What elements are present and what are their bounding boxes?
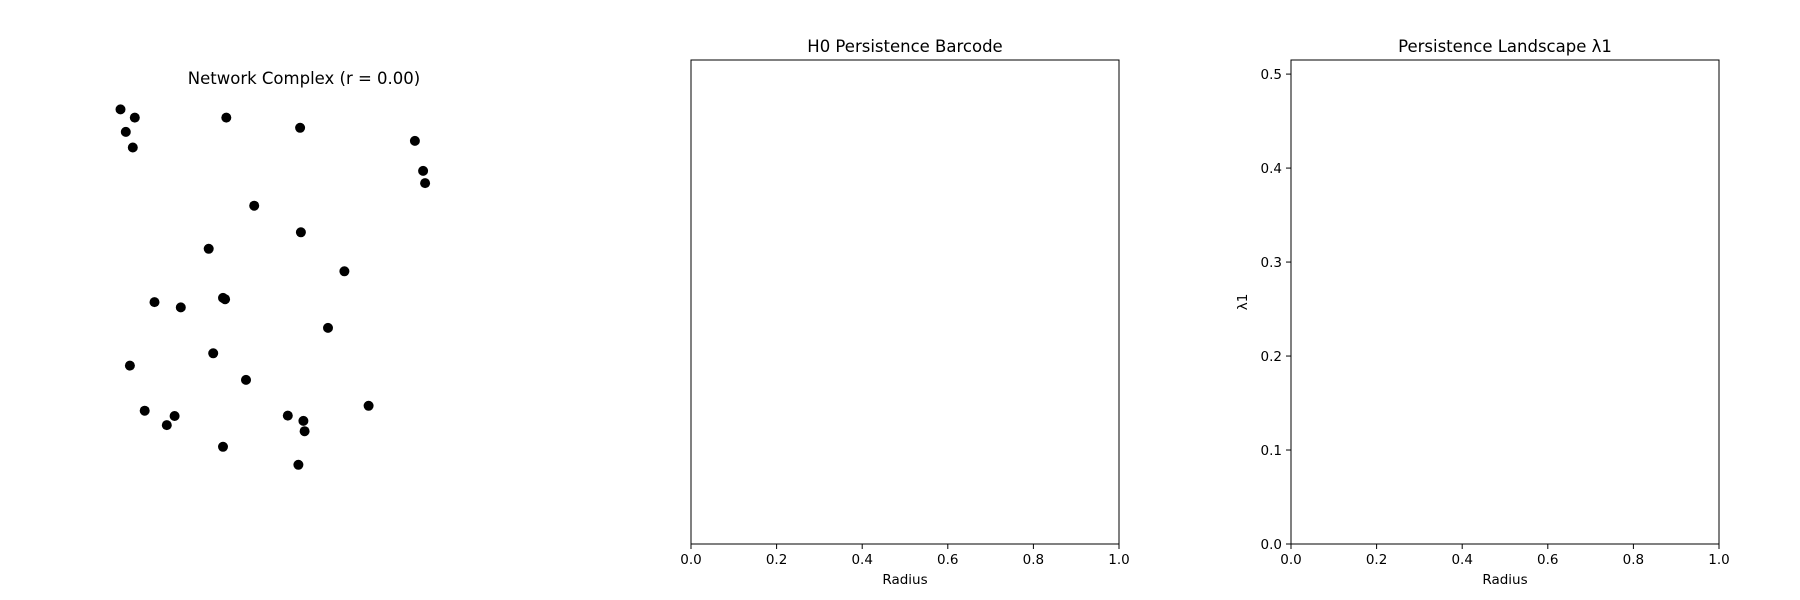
network-node [323, 322, 333, 333]
landscape-title: Persistence Landscape λ1 [1398, 37, 1612, 56]
network-node [418, 165, 429, 176]
network-node [363, 400, 374, 411]
barcode-x-ticks: 0.0 0.2 0.4 0.6 0.8 1.0 [680, 544, 1130, 568]
network-node [293, 459, 304, 470]
network-node [149, 297, 160, 308]
network-node [295, 227, 306, 238]
barcode-x-tick-label: 0.0 [680, 552, 701, 568]
network-node [295, 122, 306, 133]
network-node [249, 200, 260, 211]
network-node [124, 360, 135, 371]
network-node [161, 420, 172, 431]
network-node [299, 426, 310, 437]
landscape-y-ticks: 0.0 0.1 0.2 0.3 0.4 0.5 [1261, 67, 1291, 553]
network-node [241, 374, 251, 385]
landscape-x-ticks: 0.0 0.2 0.4 0.6 0.8 1.0 [1280, 544, 1730, 568]
landscape-x-tick-label: 0.2 [1366, 552, 1387, 568]
landscape-y-tick-label: 0.0 [1261, 537, 1282, 553]
landscape-x-tick-label: 0.0 [1280, 552, 1301, 568]
landscape-x-tick-label: 0.6 [1537, 552, 1558, 568]
network-node [115, 104, 126, 115]
network-node [129, 112, 140, 123]
barcode-x-tick-label: 1.0 [1108, 552, 1129, 568]
landscape-y-tick-label: 0.4 [1261, 161, 1282, 177]
landscape-y-tick-label: 0.1 [1261, 443, 1282, 459]
network-node [120, 126, 131, 137]
network-complex-title: Network Complex (r = 0.00) [188, 69, 420, 88]
network-node [298, 415, 309, 426]
network-node [208, 348, 219, 359]
landscape-y-tick-label: 0.5 [1261, 67, 1282, 83]
network-node [169, 411, 180, 421]
landscape-x-tick-label: 0.8 [1623, 552, 1644, 568]
network-node [282, 410, 293, 421]
barcode-x-tick-label: 0.2 [766, 552, 787, 568]
barcode-panel: H0 Persistence Barcode 0.0 0.2 0.4 0.6 0.8 1.… [680, 37, 1129, 588]
network-complex-panel: Network Complex (r = 0.00) [115, 69, 431, 470]
barcode-x-label: Radius [882, 572, 927, 588]
network-points [115, 104, 431, 470]
network-node [339, 266, 350, 277]
landscape-axes-frame [1290, 59, 1720, 545]
network-node [409, 135, 420, 146]
barcode-axes-frame [690, 59, 1120, 545]
network-node [221, 112, 232, 123]
network-node [203, 243, 214, 254]
landscape-x-tick-label: 1.0 [1708, 552, 1729, 568]
landscape-x-label: Radius [1482, 572, 1527, 588]
network-node [220, 294, 231, 305]
barcode-x-tick-label: 0.6 [937, 552, 958, 568]
landscape-panel: Persistence Landscape λ1 0.0 0.2 0.4 0.6 0.8… [1235, 37, 1730, 588]
barcode-x-tick-label: 0.4 [851, 552, 872, 568]
network-node [218, 441, 228, 452]
landscape-y-label: λ1 [1235, 294, 1251, 311]
network-node [127, 142, 138, 153]
landscape-y-tick-label: 0.3 [1261, 255, 1282, 271]
barcode-x-tick-label: 0.8 [1023, 552, 1044, 568]
network-node [139, 405, 150, 416]
network-node [420, 178, 431, 189]
barcode-title: H0 Persistence Barcode [807, 37, 1002, 56]
network-node [175, 302, 186, 313]
landscape-x-tick-label: 0.4 [1451, 552, 1472, 568]
landscape-y-tick-label: 0.2 [1261, 349, 1282, 365]
